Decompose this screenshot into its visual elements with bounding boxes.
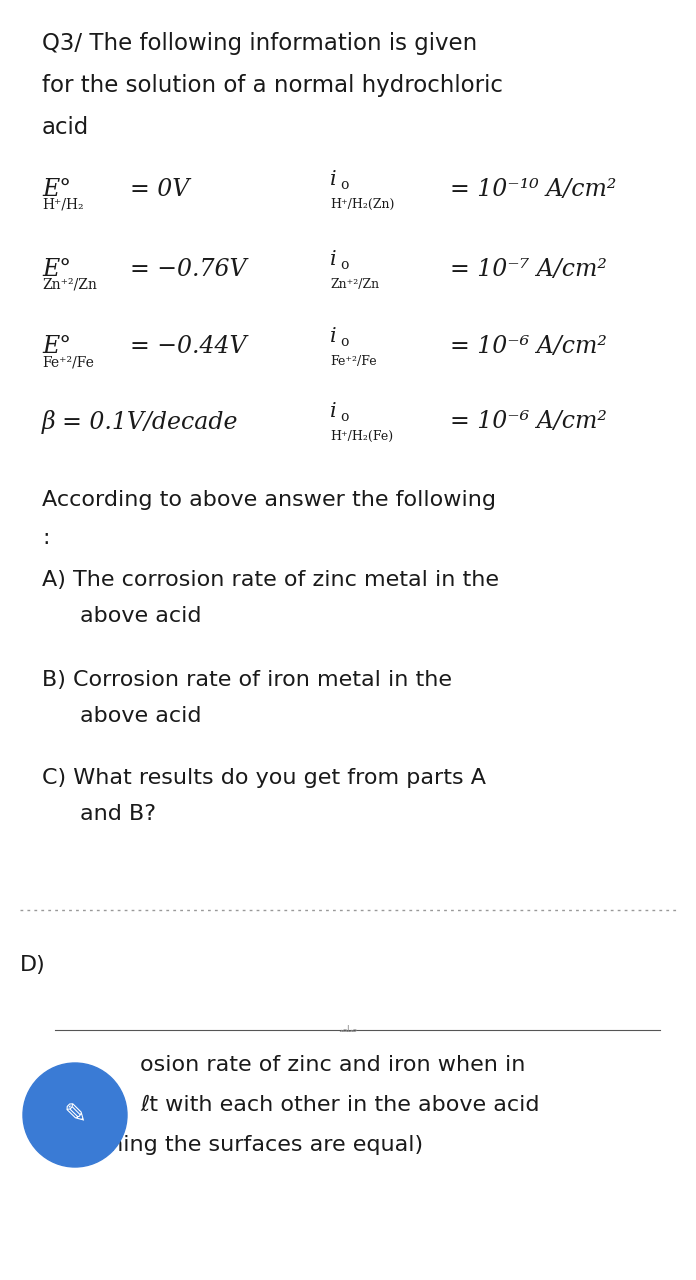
Text: = 10⁻⁷ A/cm²: = 10⁻⁷ A/cm² xyxy=(450,259,607,282)
Text: o: o xyxy=(340,410,349,424)
Text: Zn⁺²/Zn: Zn⁺²/Zn xyxy=(42,278,97,292)
Text: E°: E° xyxy=(42,259,71,282)
Text: (assuming the surfaces are equal): (assuming the surfaces are equal) xyxy=(42,1135,423,1155)
Text: = −0.76V: = −0.76V xyxy=(130,259,246,282)
Text: i: i xyxy=(330,402,337,421)
Text: Fe⁺²/Fe: Fe⁺²/Fe xyxy=(330,355,377,369)
Text: osion rate of zinc and iron when in: osion rate of zinc and iron when in xyxy=(140,1055,525,1075)
Text: i: i xyxy=(330,170,337,189)
Text: A) The corrosion rate of zinc metal in the: A) The corrosion rate of zinc metal in t… xyxy=(42,570,499,590)
Text: = 10⁻⁶ A/cm²: = 10⁻⁶ A/cm² xyxy=(450,335,607,358)
Text: E°: E° xyxy=(42,335,71,358)
Text: above acid: above acid xyxy=(80,605,202,626)
Text: o: o xyxy=(340,259,349,271)
Text: D): D) xyxy=(20,955,46,975)
Text: ﺼﻠﺻ: ﺼﻠﺻ xyxy=(339,1025,357,1034)
Text: = 10⁻⁶ A/cm²: = 10⁻⁶ A/cm² xyxy=(450,410,607,433)
Text: β = 0.1V/decade: β = 0.1V/decade xyxy=(42,410,239,434)
Text: = 10⁻¹⁰ A/cm²: = 10⁻¹⁰ A/cm² xyxy=(450,178,617,201)
Text: i: i xyxy=(330,250,337,269)
Text: above acid: above acid xyxy=(80,707,202,726)
Text: H⁺/H₂: H⁺/H₂ xyxy=(42,198,84,212)
Text: :: : xyxy=(42,527,49,548)
Text: H⁺/H₂(Fe): H⁺/H₂(Fe) xyxy=(330,430,393,443)
Text: Zn⁺²/Zn: Zn⁺²/Zn xyxy=(330,278,379,291)
Text: C) What results do you get from parts A: C) What results do you get from parts A xyxy=(42,768,486,788)
Text: acid: acid xyxy=(42,116,89,140)
Text: H⁺/H₂(Zn): H⁺/H₂(Zn) xyxy=(330,198,395,211)
Text: i: i xyxy=(330,326,337,346)
Text: ℓt with each other in the above acid: ℓt with each other in the above acid xyxy=(140,1094,539,1115)
Text: = −0.44V: = −0.44V xyxy=(130,335,246,358)
Text: and B?: and B? xyxy=(80,804,156,824)
Text: According to above answer the following: According to above answer the following xyxy=(42,490,496,509)
Text: Fe⁺²/Fe: Fe⁺²/Fe xyxy=(42,355,94,369)
Text: Q3/ The following information is given: Q3/ The following information is given xyxy=(42,32,477,55)
Text: for the solution of a normal hydrochloric: for the solution of a normal hydrochlori… xyxy=(42,74,503,97)
Text: o: o xyxy=(340,178,349,192)
Text: o: o xyxy=(340,335,349,349)
Text: E°: E° xyxy=(42,178,71,201)
Circle shape xyxy=(23,1062,127,1167)
Text: = 0V: = 0V xyxy=(130,178,189,201)
Text: ✎: ✎ xyxy=(63,1101,86,1129)
Text: B) Corrosion rate of iron metal in the: B) Corrosion rate of iron metal in the xyxy=(42,669,452,690)
